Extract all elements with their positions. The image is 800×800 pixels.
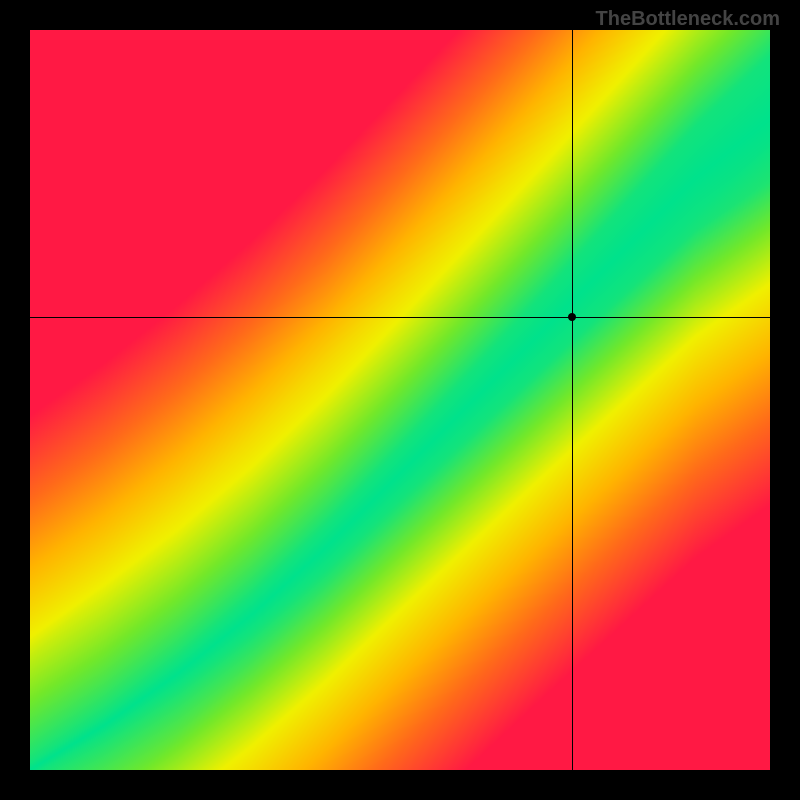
crosshair-vertical <box>572 30 573 770</box>
crosshair-horizontal <box>30 317 770 318</box>
heatmap-plot <box>30 30 770 770</box>
heatmap-canvas <box>30 30 770 770</box>
watermark-text: TheBottleneck.com <box>596 8 780 31</box>
crosshair-marker <box>568 313 576 321</box>
